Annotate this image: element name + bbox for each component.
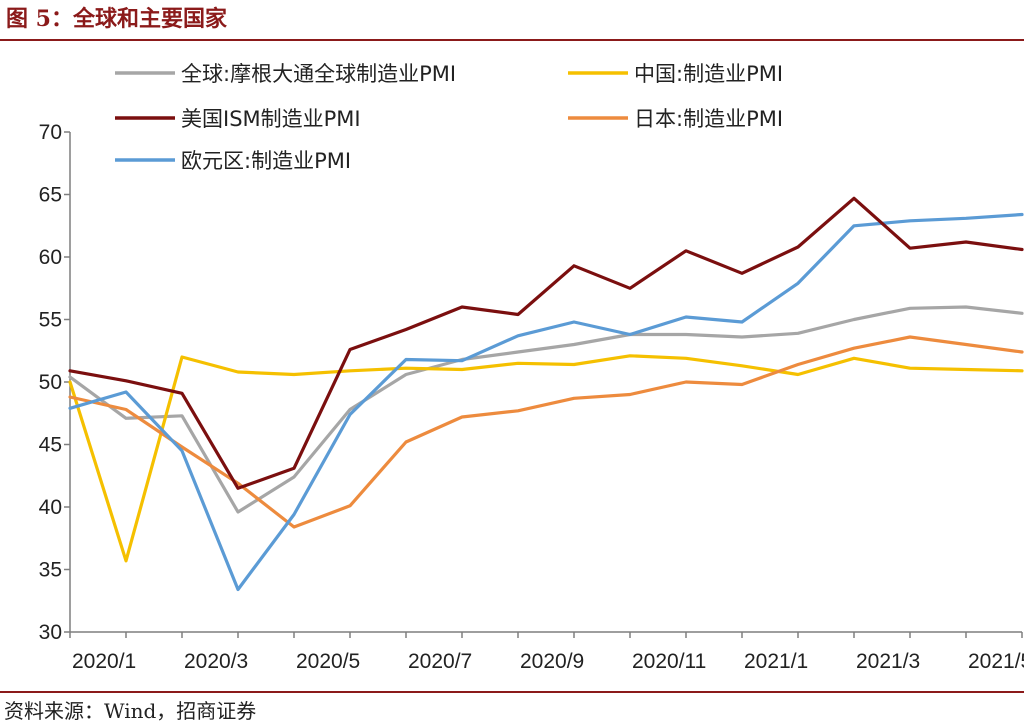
y-tick-label: 35 [39,559,62,582]
series-line-0 [68,305,1024,514]
legend-label-4: 欧元区:制造业PMI [181,149,351,173]
legend: 全球:摩根大通全球制造业PMI 中国:制造业PMI 美国ISM制造业PMI 日本:制造… [115,62,783,173]
legend-label-2: 美国ISM制造业PMI [181,107,361,131]
y-tick-label: 50 [39,371,62,394]
x-tick-label: 2021/1 [744,650,808,673]
source-divider [0,691,1024,693]
x-tick-label: 2021/3 [856,650,920,673]
series-lines [68,196,1024,592]
x-tick-label: 2020/5 [296,650,360,673]
y-tick-label: 40 [39,496,62,519]
x-tick-label: 2020/1 [72,650,136,673]
title-divider [0,39,1024,41]
y-tick-label: 45 [39,434,62,457]
x-tick-label: 2020/7 [408,650,472,673]
axes: 30 35 40 45 50 55 60 65 70 2020/1 2020/3 2020/5 2020… [39,121,1024,673]
y-tick-label: 65 [39,184,62,207]
series-line-2 [68,196,1024,490]
y-tick-label: 30 [39,621,62,644]
legend-label-1: 中国:制造业PMI [634,62,783,86]
x-tick-label: 2020/9 [520,650,584,673]
x-tick-label: 2020/3 [184,650,248,673]
source-note: 资料来源：Wind，招商证券 [4,699,257,723]
y-tick-label: 55 [39,309,62,332]
y-tick-label: 60 [39,246,62,269]
chart-title: 图 5：全球和主要国家 [6,6,227,32]
x-tick-label: 2020/11 [632,650,706,673]
y-tick-label: 70 [39,121,62,144]
series-line-1 [68,354,1024,563]
series-line-4 [68,212,1024,592]
x-tick-label: 2021/5 [968,650,1024,673]
pmi-line-chart: 30 35 40 45 50 55 60 65 70 2020/1 2020/3 2020/5 2020… [39,62,1024,673]
legend-label-3: 日本:制造业PMI [634,107,783,131]
legend-label-0: 全球:摩根大通全球制造业PMI [181,62,456,86]
series-line-3 [68,335,1024,529]
